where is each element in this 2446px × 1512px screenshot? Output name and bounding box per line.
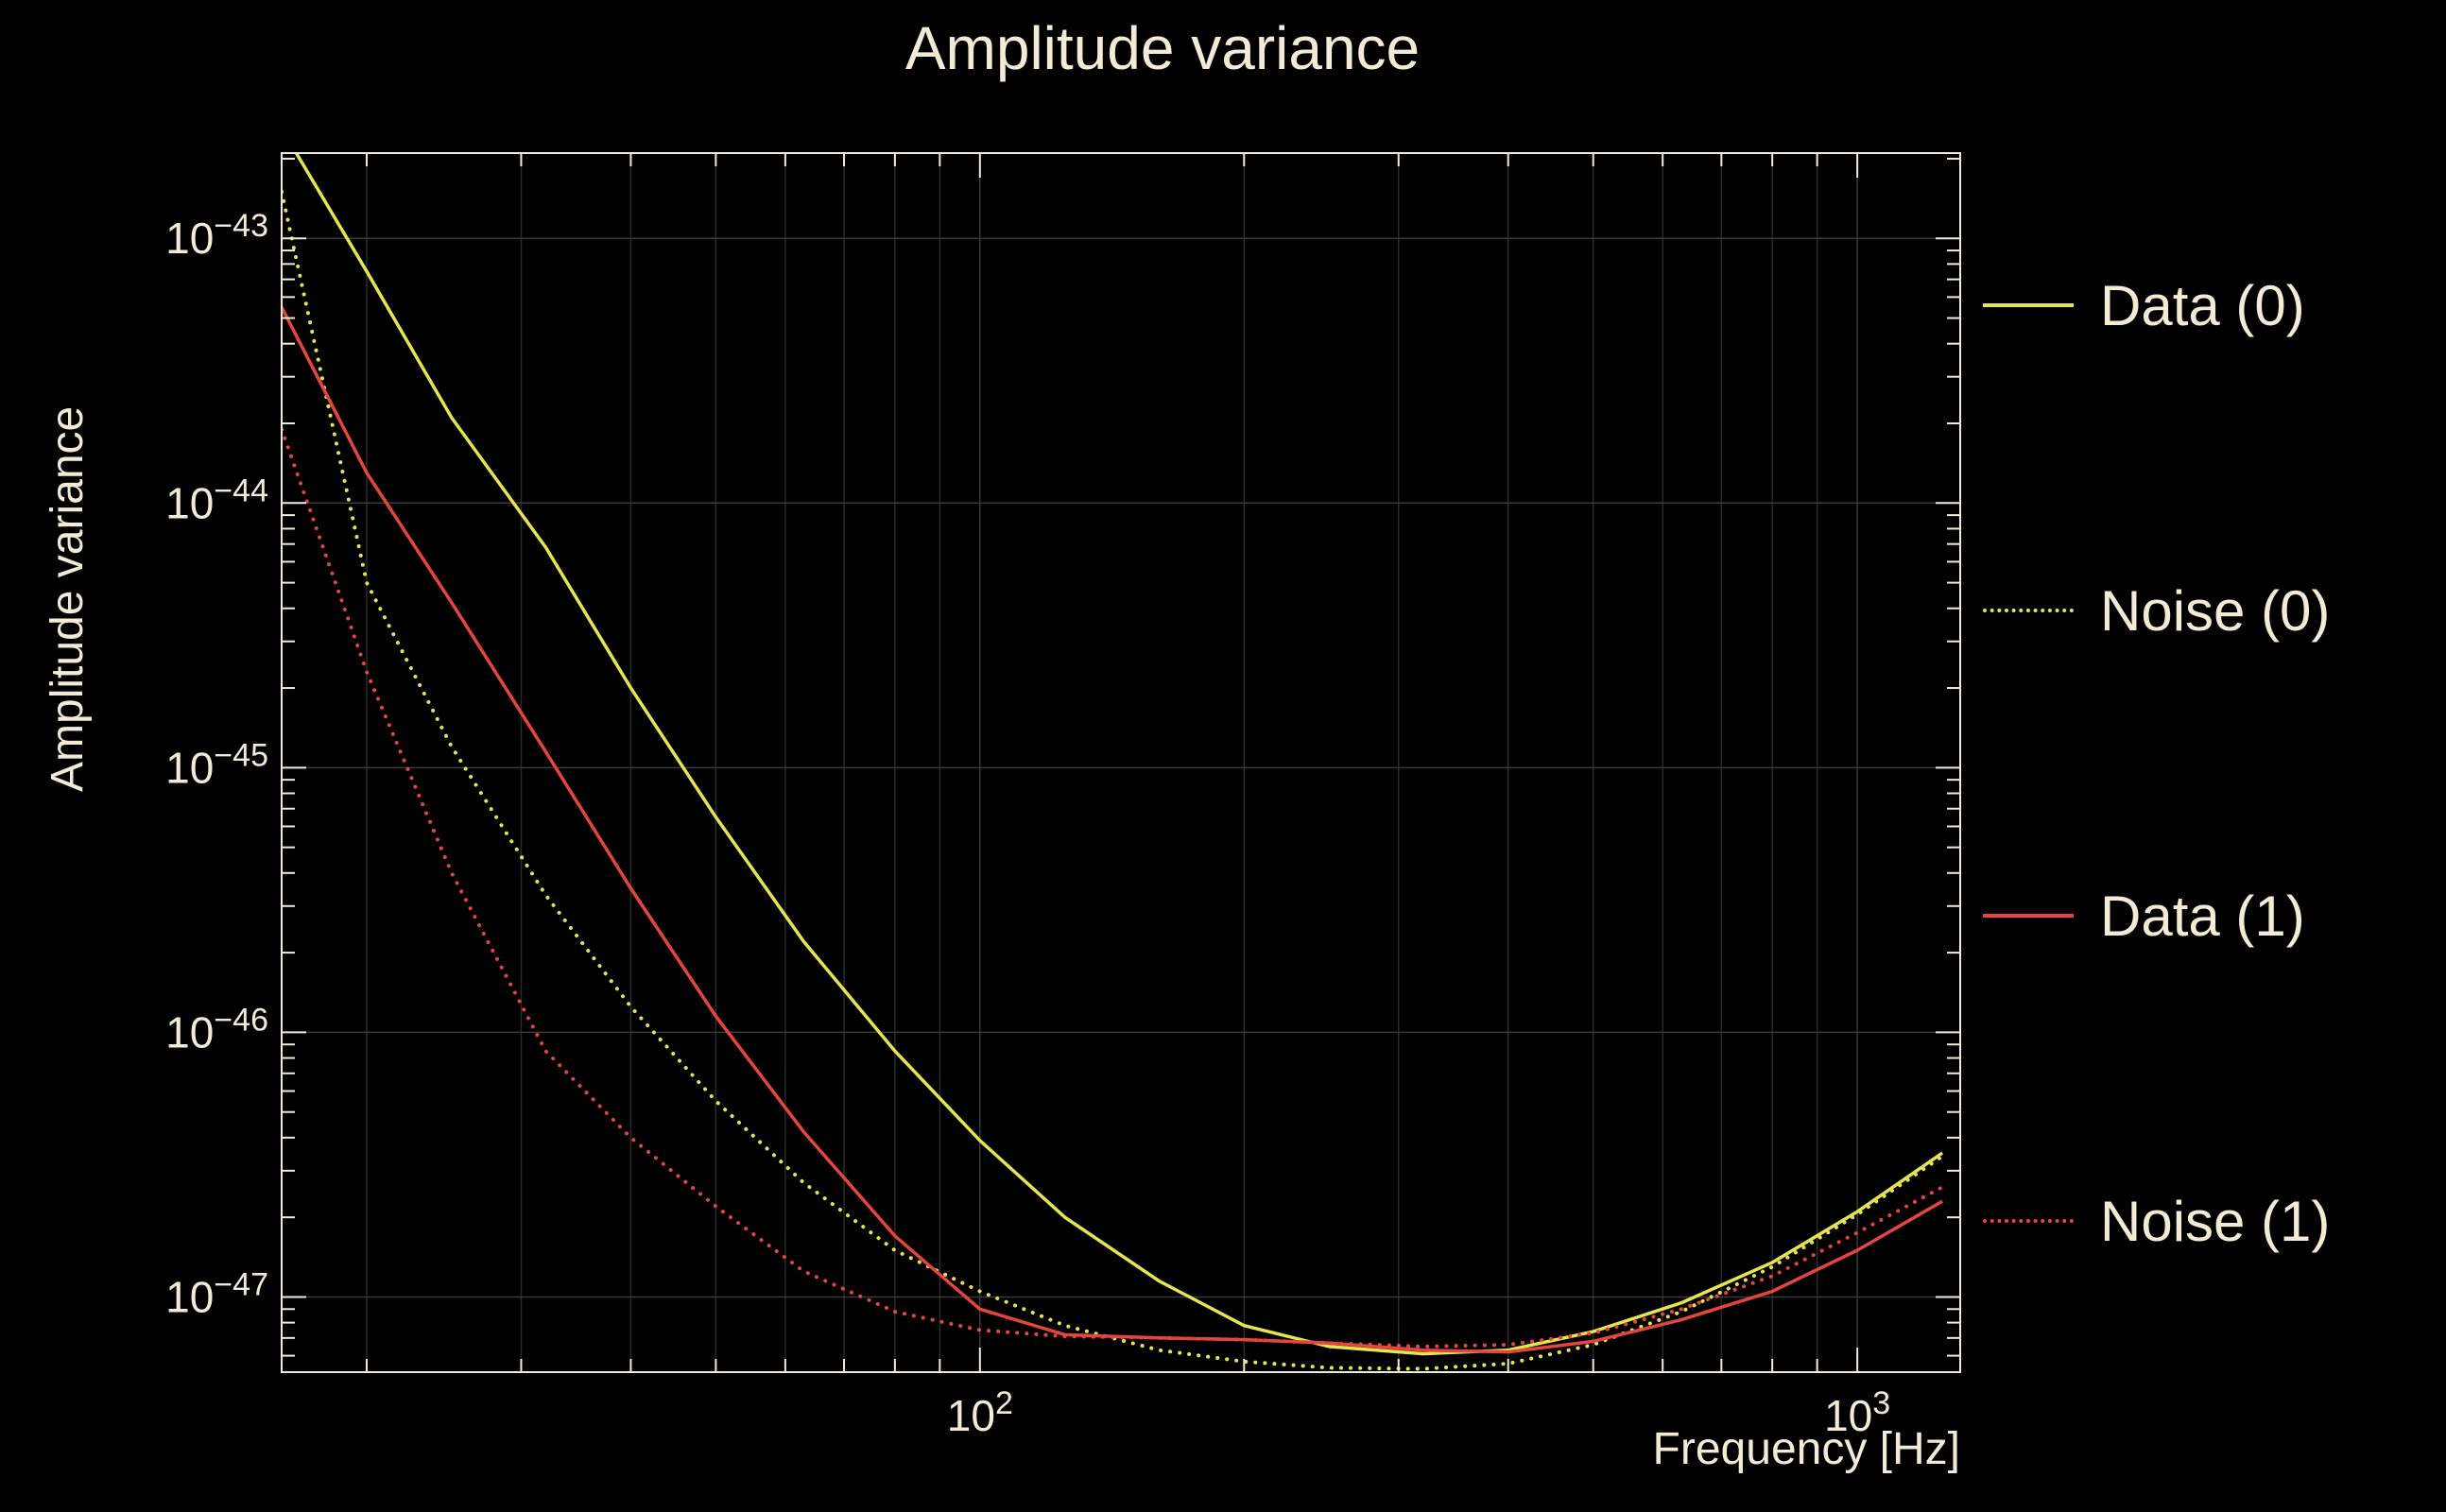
curve-noise-1-: [282, 427, 1945, 1349]
svg-text:10−43: 10−43: [165, 208, 268, 263]
svg-text:10−47: 10−47: [165, 1266, 268, 1321]
curve-data-0-: [294, 153, 1944, 1356]
legend-entry-data-1: Data (1): [1983, 882, 2305, 950]
series-curves: [282, 153, 1945, 1371]
x-axis-title: Frequency [Hz]: [1652, 1424, 1960, 1474]
legend-line-sample-dotted-red: [1983, 1219, 2074, 1223]
svg-text:10−44: 10−44: [165, 472, 268, 527]
svg-text:10−45: 10−45: [165, 737, 268, 792]
svg-text:103: 103: [1824, 1385, 1890, 1440]
axis-ticks: [282, 153, 1960, 1372]
legend-line-sample-dotted-yellow: [1983, 609, 2074, 612]
legend-label: Noise (1): [2100, 1189, 2331, 1253]
legend-label: Data (0): [2100, 273, 2305, 337]
chart-title: Amplitude variance: [904, 14, 1421, 82]
legend-entry-noise-0: Noise (0): [1983, 576, 2330, 644]
legend-label: Data (1): [2100, 884, 2305, 948]
svg-text:102: 102: [947, 1385, 1013, 1440]
tick-labels: 10−43 10−44 10−45 10−46 10−47 102 103: [165, 208, 1890, 1440]
legend-line-sample-solid-red: [1983, 914, 2074, 918]
y-axis-title: Amplitude variance: [43, 405, 93, 792]
svg-text:10−46: 10−46: [165, 1002, 268, 1057]
plot-frame: [281, 152, 1961, 1373]
curve-data-1-: [282, 306, 1943, 1354]
legend-line-sample-solid-yellow: [1983, 303, 2074, 307]
gridlines: [282, 153, 1960, 1372]
legend-entry-data-0: Data (0): [1983, 271, 2305, 339]
legend-entry-noise-1: Noise (1): [1983, 1187, 2330, 1255]
legend-label: Noise (0): [2100, 578, 2331, 643]
curve-noise-0-: [282, 189, 1945, 1371]
